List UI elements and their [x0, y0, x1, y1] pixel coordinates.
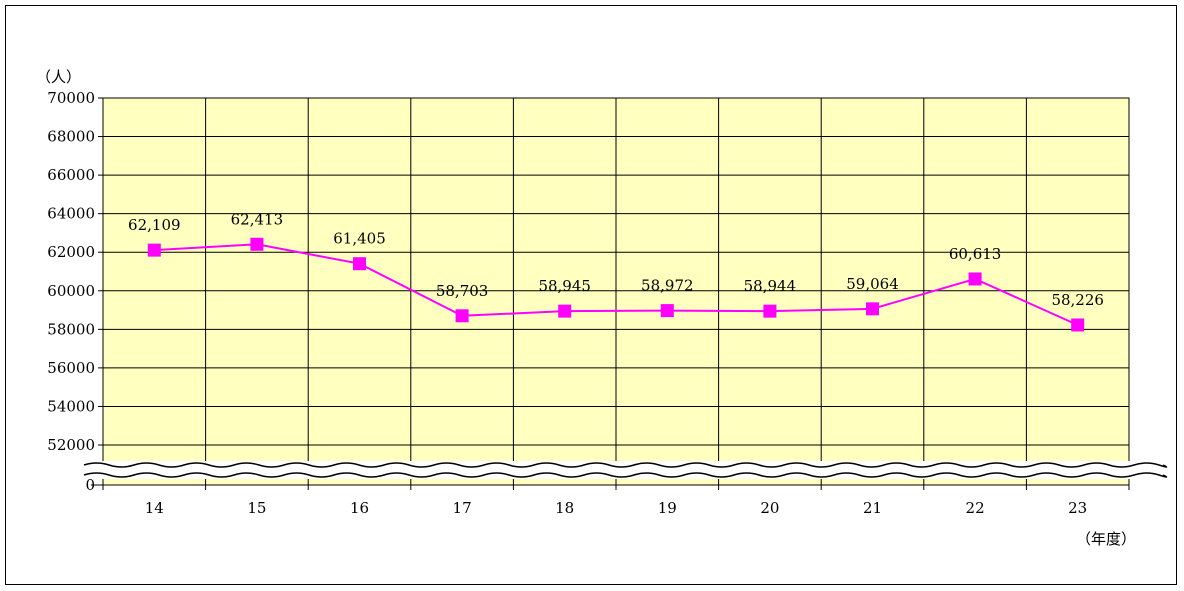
data-label: 58,945 [538, 277, 591, 295]
data-point-marker [763, 304, 777, 318]
axis-break-wave-bottom [83, 472, 1168, 478]
y-tick-label: 62000 [47, 243, 95, 261]
series-group: 62,109 62,413 61,405 58,703 58,945 58,972 58,9… [128, 210, 1104, 332]
axes [91, 97, 1130, 490]
x-tick-label: 16 [350, 499, 369, 517]
x-tick-labels: 14 15 16 17 18 19 20 21 22 23 [145, 499, 1087, 517]
x-tick-label: 20 [760, 499, 779, 517]
data-label: 58,944 [744, 277, 797, 295]
data-label: 58,972 [641, 277, 694, 295]
x-tick-label: 23 [1068, 499, 1087, 517]
y-tick-label: 56000 [47, 359, 95, 377]
axis-break [83, 461, 1168, 479]
data-point-marker [558, 304, 572, 318]
data-label: 58,226 [1051, 291, 1104, 309]
data-point-marker [353, 257, 366, 271]
y-tick-label: 66000 [47, 166, 95, 184]
x-tick-label: 17 [453, 499, 472, 517]
y-tick-label: 0 [85, 476, 95, 494]
data-point-marker [455, 309, 469, 323]
x-tick-label: 18 [555, 499, 574, 517]
data-label: 62,109 [128, 216, 181, 234]
data-label: 61,405 [333, 230, 386, 248]
y-tick-label: 54000 [47, 397, 95, 415]
data-label: 59,064 [846, 275, 899, 293]
x-tick-label: 19 [658, 499, 677, 517]
data-point-marker [1071, 318, 1085, 332]
grid-lines [103, 97, 1129, 485]
axis-break-wave-top [83, 462, 1168, 468]
y-tick-label: 60000 [47, 282, 95, 300]
data-point-marker [147, 243, 161, 257]
data-point-marker [250, 237, 264, 251]
y-tick-label: 52000 [47, 436, 95, 454]
y-tick-label: 64000 [47, 205, 95, 223]
data-label: 62,413 [231, 210, 284, 228]
data-point-marker [660, 304, 674, 318]
data-point-marker [866, 302, 879, 316]
series-line [154, 243, 1079, 326]
y-tick-labels: 70000 68000 66000 64000 62000 60000 58000 56000… [47, 89, 95, 494]
x-tick-label: 14 [145, 499, 164, 517]
x-tick-label: 22 [966, 499, 985, 517]
x-tick-label: 15 [247, 499, 266, 517]
data-label: 60,613 [949, 245, 1002, 263]
x-tick-label: 21 [863, 499, 882, 517]
data-point-marker [968, 272, 982, 286]
data-label: 58,703 [436, 282, 489, 300]
y-tick-label: 58000 [47, 320, 95, 338]
y-tick-label: 70000 [47, 89, 95, 107]
y-tick-label: 68000 [47, 128, 95, 146]
axis-break-band [84, 461, 1163, 479]
x-axis-unit-label: （年度） [1076, 530, 1136, 548]
y-axis-unit-label: （人） [36, 68, 81, 86]
